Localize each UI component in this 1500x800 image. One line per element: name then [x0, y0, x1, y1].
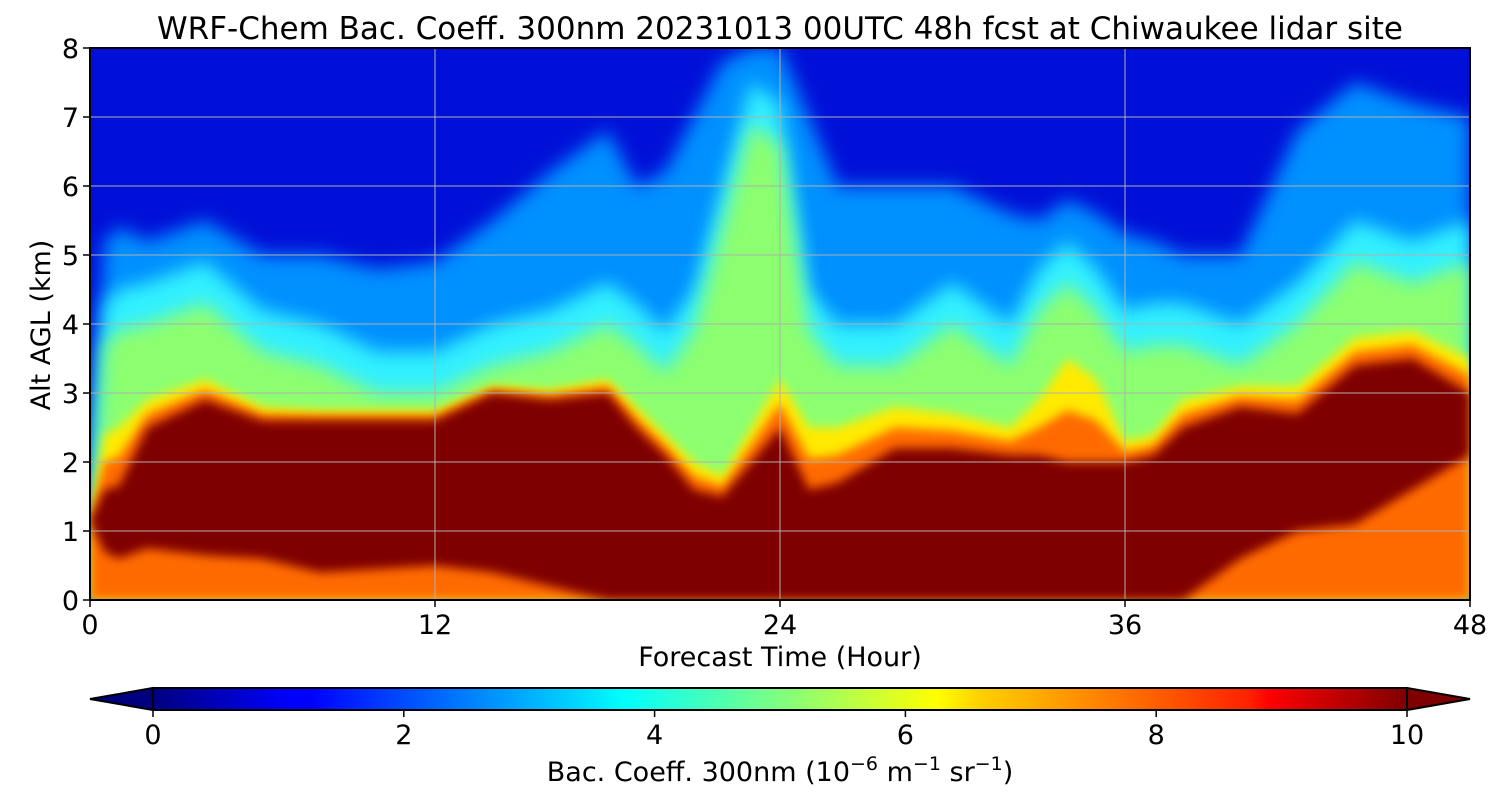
colorbar-tick-label: 4 [646, 720, 663, 751]
plot-area [90, 48, 1470, 600]
x-tick-label: 24 [763, 610, 797, 641]
y-tick-label: 1 [62, 517, 79, 548]
colorbar: 0 2 4 6 8 10 Bac. Coeff. 300nm (10−6 m−1 sr−1… [89, 686, 1471, 788]
y-tick-label: 5 [62, 241, 79, 272]
y-tick-label: 6 [62, 172, 79, 203]
colorbar-body [152, 687, 1408, 711]
colorbar-tick-label: 2 [395, 720, 412, 751]
colorbar-extend-low [89, 686, 154, 712]
y-tick-label: 2 [62, 448, 79, 479]
y-tick-label: 3 [62, 379, 79, 410]
x-tick-label: 12 [418, 610, 452, 641]
colorbar-tick-label: 8 [1148, 720, 1165, 751]
y-tick-label: 0 [62, 586, 79, 617]
y-axis-label: Alt AGL (km) [26, 240, 57, 411]
y-axis-ticks: 0 1 2 3 4 5 6 7 8 [62, 34, 90, 617]
colorbar-label: Bac. Coeff. 300nm (10−6 m−1 sr−1) [547, 753, 1013, 788]
colorbar-tick-label: 6 [897, 720, 914, 751]
gridlines [90, 48, 1470, 600]
y-tick-label: 4 [62, 310, 79, 341]
chart-title: WRF-Chem Bac. Coeff. 300nm 20231013 00UT… [157, 11, 1403, 47]
x-tick-label: 0 [81, 610, 98, 641]
x-axis-label: Forecast Time (Hour) [638, 642, 922, 673]
y-tick-label: 8 [62, 34, 79, 65]
x-tick-label: 48 [1453, 610, 1487, 641]
colorbar-ticks: 0 2 4 6 8 10 [144, 710, 1424, 751]
colorbar-tick-label: 0 [144, 720, 161, 751]
colorbar-tick-label: 10 [1390, 720, 1424, 751]
colorbar-extend-high [1406, 686, 1471, 712]
x-tick-label: 36 [1108, 610, 1142, 641]
x-axis-ticks: 0 12 24 36 48 [81, 600, 1487, 641]
y-tick-label: 7 [62, 103, 79, 134]
